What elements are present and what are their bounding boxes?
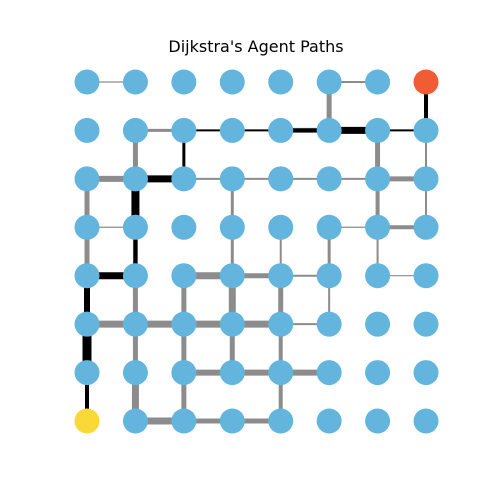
graph-node bbox=[219, 360, 245, 386]
graph-node bbox=[365, 360, 391, 386]
graph-node bbox=[219, 263, 245, 289]
graph-node bbox=[365, 263, 391, 289]
graph-node bbox=[122, 69, 148, 95]
graph-node bbox=[413, 360, 439, 386]
graph-node bbox=[268, 311, 294, 337]
graph-node bbox=[219, 69, 245, 95]
graph-node bbox=[171, 117, 197, 143]
graph-node bbox=[122, 214, 148, 240]
graph-node bbox=[74, 166, 100, 192]
graph-node bbox=[219, 408, 245, 434]
graph-node bbox=[268, 117, 294, 143]
graph-node bbox=[316, 408, 342, 434]
graph-node bbox=[171, 360, 197, 386]
graph-node bbox=[74, 214, 100, 240]
graph-node bbox=[316, 117, 342, 143]
graph-node bbox=[365, 408, 391, 434]
graph-node bbox=[316, 69, 342, 95]
graph-nodes bbox=[74, 69, 439, 434]
graph-node bbox=[413, 263, 439, 289]
graph-node bbox=[268, 214, 294, 240]
graph-node bbox=[74, 69, 100, 95]
graph-node bbox=[122, 263, 148, 289]
graph-node bbox=[219, 166, 245, 192]
start-node bbox=[74, 408, 100, 434]
graph-node bbox=[316, 214, 342, 240]
graph-node bbox=[268, 69, 294, 95]
graph-node bbox=[316, 166, 342, 192]
graph-node bbox=[316, 263, 342, 289]
graph-node bbox=[268, 360, 294, 386]
graph-node bbox=[413, 117, 439, 143]
graph-node bbox=[122, 311, 148, 337]
graph-node bbox=[74, 117, 100, 143]
graph-node bbox=[413, 311, 439, 337]
graph-node bbox=[171, 408, 197, 434]
graph-node bbox=[122, 360, 148, 386]
graph-node bbox=[413, 166, 439, 192]
graph-node bbox=[413, 214, 439, 240]
graph-node bbox=[122, 166, 148, 192]
graph-node bbox=[219, 117, 245, 143]
graph-node bbox=[365, 311, 391, 337]
graph-node bbox=[413, 408, 439, 434]
graph-node bbox=[268, 263, 294, 289]
graph-node bbox=[74, 263, 100, 289]
graph-node bbox=[268, 166, 294, 192]
graph-node bbox=[365, 117, 391, 143]
graph-node bbox=[171, 311, 197, 337]
goal-node bbox=[413, 69, 439, 95]
graph-node bbox=[122, 408, 148, 434]
graph-node bbox=[171, 69, 197, 95]
graph-node bbox=[219, 311, 245, 337]
graph-node bbox=[219, 214, 245, 240]
graph-node bbox=[171, 214, 197, 240]
graph-node bbox=[268, 408, 294, 434]
graph-node bbox=[171, 263, 197, 289]
graph-node bbox=[316, 311, 342, 337]
graph-node bbox=[316, 360, 342, 386]
graph-node bbox=[365, 69, 391, 95]
figure-title: Dijkstra's Agent Paths bbox=[168, 37, 343, 56]
graph-node bbox=[122, 117, 148, 143]
graph-node bbox=[365, 214, 391, 240]
graph-node bbox=[365, 166, 391, 192]
graph-node bbox=[74, 360, 100, 386]
graph-node bbox=[74, 311, 100, 337]
graph-node bbox=[171, 166, 197, 192]
